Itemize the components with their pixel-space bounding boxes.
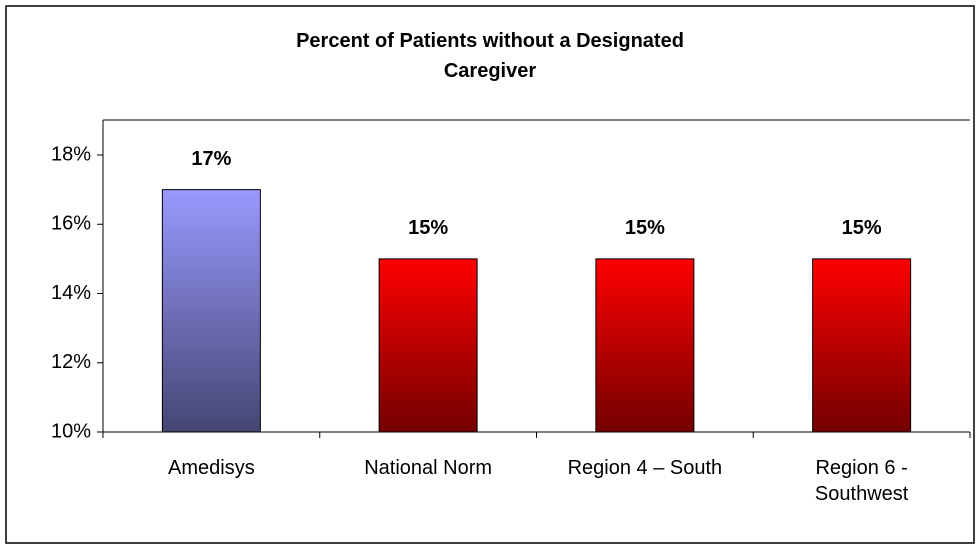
bar	[161, 189, 261, 433]
data-label: 15%	[625, 217, 665, 239]
x-tick-label: Amedisys	[168, 457, 255, 479]
data-label: 17%	[191, 148, 231, 170]
y-tick-label: 10%	[51, 420, 91, 442]
chart-title: Percent of Patients without a Designated…	[296, 30, 684, 82]
y-tick-label: 16%	[51, 213, 91, 235]
bar	[812, 258, 912, 433]
x-tick-label: Region 6 - Southwest	[814, 457, 909, 505]
bar	[595, 258, 695, 433]
y-tick-label: 14%	[51, 282, 91, 304]
data-label: 15%	[842, 217, 882, 239]
x-tick-label: Region 4 – South	[567, 457, 723, 479]
y-tick-label: 18%	[51, 143, 91, 165]
data-label: 15%	[408, 217, 448, 239]
x-tick-label: National Norm	[364, 457, 493, 479]
bar	[378, 258, 478, 433]
y-tick-label: 12%	[51, 351, 91, 373]
